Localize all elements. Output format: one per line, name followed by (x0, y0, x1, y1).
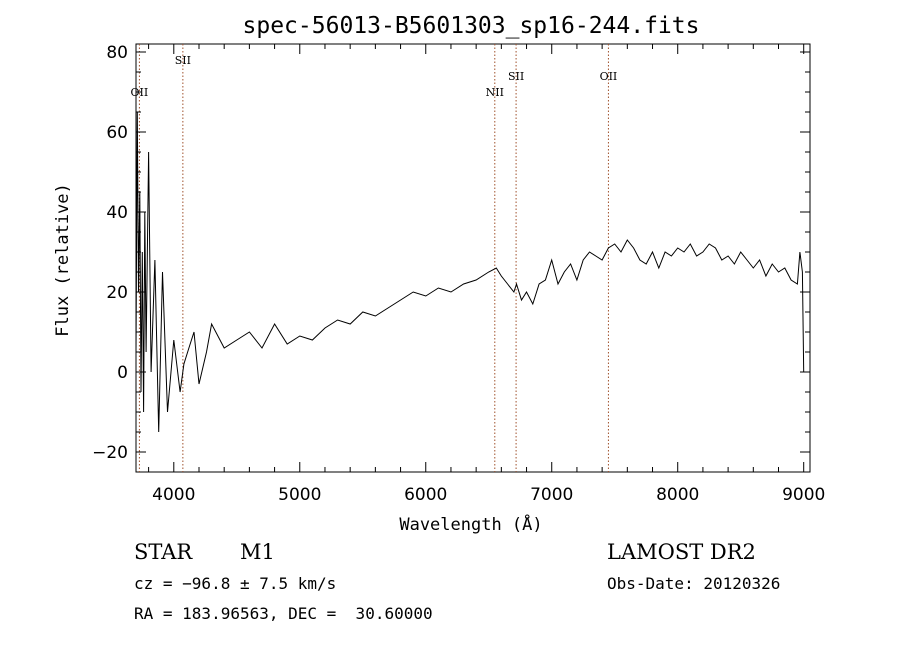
y-tick-label: 20 (106, 283, 128, 303)
sky-coordinates: RA = 183.96563, DEC = 30.60000 (134, 604, 433, 623)
x-tick-label: 9000 (782, 485, 825, 505)
x-tick-label: 6000 (404, 485, 447, 505)
spectrum-series-line (135, 111, 805, 433)
y-tick-label: 60 (106, 123, 128, 143)
object-subclass: M1 (240, 540, 275, 564)
x-axis-label: Wavelength (Å) (399, 513, 542, 535)
y-axis-label: Flux (relative) (53, 183, 73, 337)
emission-line-label: SII (175, 54, 191, 67)
survey-name: LAMOST DR2 (607, 540, 756, 564)
y-tick-label: 80 (106, 43, 128, 63)
y-tick-label: 40 (106, 203, 128, 223)
emission-line-label: OII (600, 70, 618, 83)
y-tick-label: −20 (92, 443, 128, 463)
y-tick-label: 0 (117, 363, 128, 383)
plot-frame (135, 43, 811, 473)
x-tick-label: 7000 (530, 485, 573, 505)
x-axis-ticks: 4000 5000 6000 7000 8000 9000 (148, 44, 825, 505)
x-tick-label: 5000 (278, 485, 321, 505)
object-class: STAR (134, 540, 193, 564)
emission-line-label: NII (486, 86, 504, 99)
redshift-velocity: cz = −96.8 ± 7.5 km/s (134, 574, 337, 593)
y-axis-ticks: −20 0 20 40 60 80 (92, 43, 810, 463)
chart-title: spec-56013-B5601303_sp16-244.fits (243, 13, 700, 39)
x-tick-label: 4000 (152, 485, 195, 505)
x-tick-label: 8000 (656, 485, 699, 505)
emission-line-label: SII (508, 70, 524, 83)
observation-date: Obs-Date: 20120326 (607, 574, 781, 593)
